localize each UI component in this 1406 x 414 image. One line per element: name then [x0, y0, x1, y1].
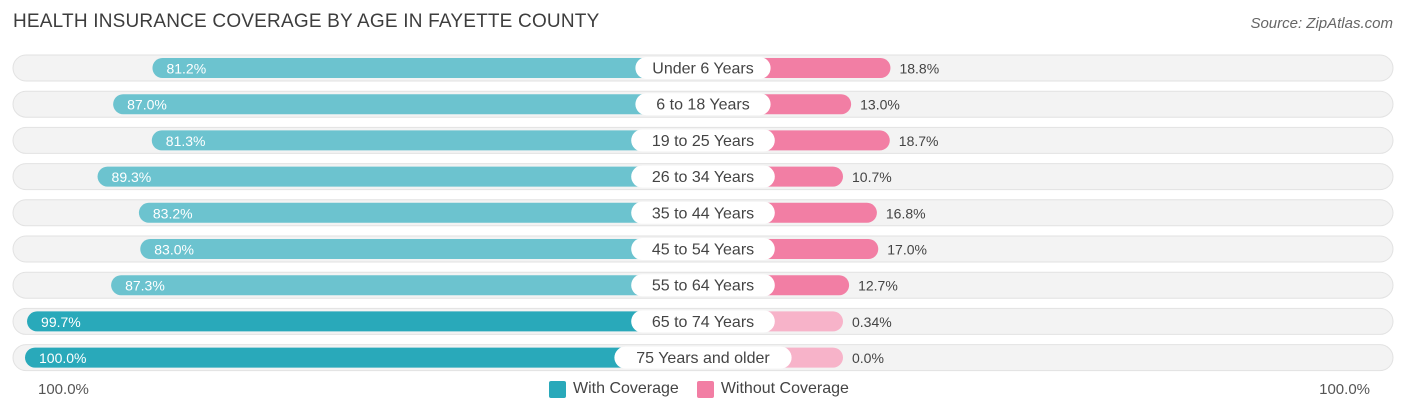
value-label-without-coverage: 0.0%	[852, 350, 884, 366]
value-label-with-coverage: 81.2%	[166, 61, 206, 77]
category-label-pill	[631, 201, 775, 224]
bar-with-coverage	[113, 94, 703, 115]
source-label: Source: ZipAtlas.com	[1250, 15, 1393, 32]
legend-item-with-coverage: With Coverage	[549, 380, 679, 398]
bar-with-coverage	[111, 275, 703, 296]
category-label-pill	[631, 238, 775, 260]
category-label: 19 to 25 Years	[652, 133, 754, 150]
chart-title: HEALTH INSURANCE COVERAGE BY AGE IN FAYE…	[13, 11, 600, 32]
bar-with-coverage	[27, 311, 704, 332]
bar-with-coverage	[140, 239, 703, 259]
legend-label-with-coverage: With Coverage	[573, 380, 679, 397]
value-label-without-coverage: 13.0%	[860, 97, 900, 113]
bar-with-coverage	[25, 347, 703, 368]
bar-with-coverage	[97, 166, 703, 187]
value-label-with-coverage: 87.0%	[127, 97, 167, 113]
axis-right-label: 100.0%	[1319, 381, 1370, 398]
value-label-without-coverage: 10.7%	[852, 169, 892, 185]
category-label-pill	[614, 346, 792, 369]
legend: With Coverage Without Coverage	[549, 380, 867, 398]
category-label-pill	[635, 93, 771, 116]
category-label: 35 to 44 Years	[652, 205, 754, 222]
value-label-without-coverage: 16.8%	[886, 205, 926, 221]
category-label: 6 to 18 Years	[656, 97, 749, 114]
bar-with-coverage	[151, 130, 703, 151]
value-label-with-coverage: 87.3%	[125, 278, 165, 294]
category-label: 26 to 34 Years	[652, 169, 754, 186]
value-label-without-coverage: 12.7%	[858, 278, 898, 294]
value-label-without-coverage: 17.0%	[887, 242, 927, 258]
category-label-pill	[631, 310, 775, 333]
value-label-with-coverage: 89.3%	[112, 169, 152, 185]
value-label-without-coverage: 0.34%	[852, 314, 892, 330]
value-label-with-coverage: 83.0%	[154, 242, 194, 258]
legend-swatch-without-coverage	[696, 380, 714, 398]
value-label-without-coverage: 18.7%	[899, 133, 939, 149]
value-label-with-coverage: 99.7%	[41, 314, 81, 330]
value-label-without-coverage: 18.8%	[899, 61, 939, 77]
category-label-pill	[631, 165, 775, 188]
legend-item-without-coverage: Without Coverage	[696, 380, 849, 398]
category-label-pill	[635, 57, 771, 79]
category-label: 45 to 54 Years	[652, 242, 754, 259]
value-label-with-coverage: 81.3%	[166, 133, 206, 149]
legend-label-without-coverage: Without Coverage	[720, 380, 849, 397]
bar-with-coverage	[152, 58, 704, 78]
axis-left-label: 100.0%	[38, 381, 89, 398]
category-label-pill	[631, 129, 775, 152]
category-label-pill	[631, 274, 775, 297]
value-label-with-coverage: 83.2%	[153, 205, 193, 221]
category-label: 55 to 64 Years	[652, 278, 754, 295]
legend-swatch-with-coverage	[549, 380, 566, 398]
category-label: 75 Years and older	[636, 350, 770, 367]
category-label: Under 6 Years	[652, 61, 753, 78]
value-label-with-coverage: 100.0%	[39, 350, 86, 366]
bar-with-coverage	[138, 202, 704, 223]
category-label: 65 to 74 Years	[652, 314, 754, 331]
chart-canvas: Under 6 Years 81.2% 18.8% 6 to 18 Years 87.0…	[12, 54, 1394, 372]
